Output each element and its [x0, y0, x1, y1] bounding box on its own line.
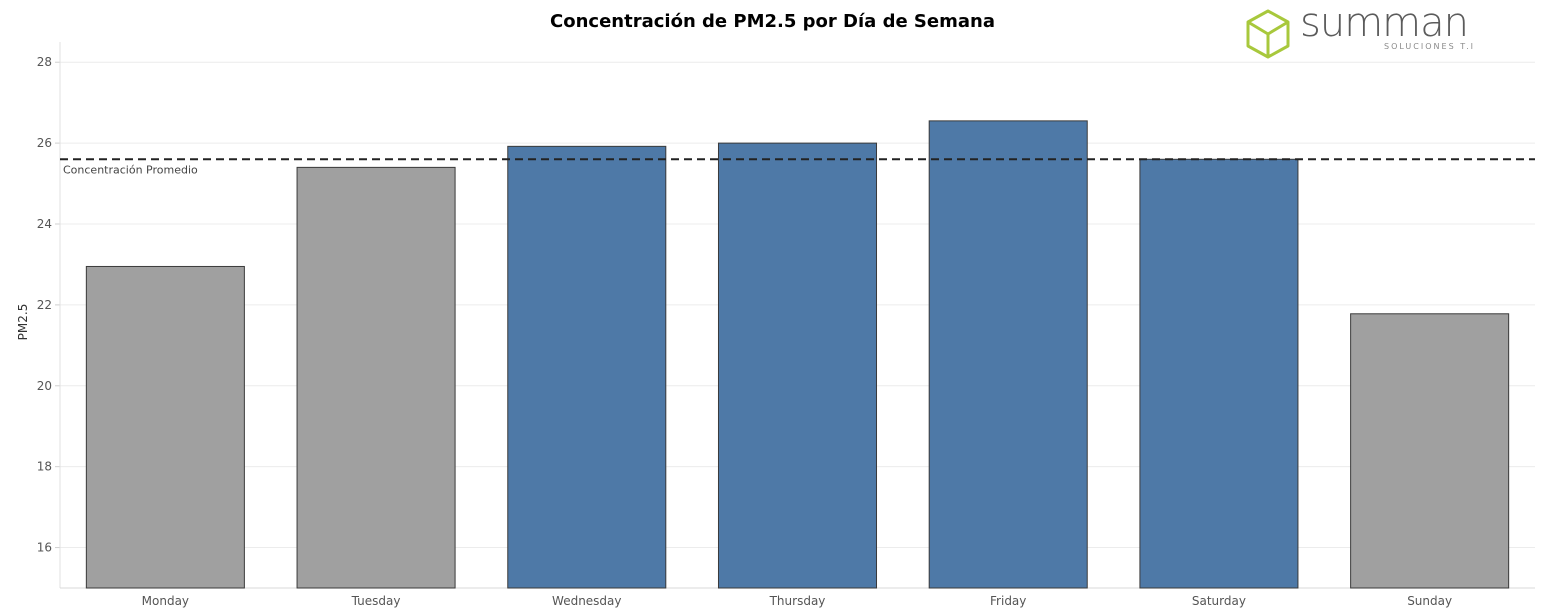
x-tick-label: Monday: [142, 594, 189, 608]
cube-logo-icon: [1246, 9, 1290, 59]
x-tick-label: Thursday: [769, 594, 826, 608]
bar-wednesday: [507, 145, 667, 589]
x-tick-label: Saturday: [1192, 594, 1246, 608]
y-tick-label: 18: [37, 460, 52, 474]
y-tick-label: 16: [37, 541, 52, 555]
logo-tagline: SOLUCIONES T.I: [1384, 42, 1476, 51]
y-tick-label: 20: [37, 379, 52, 393]
reference-line-label: Concentración Promedio: [63, 163, 198, 176]
bar-sunday: [1350, 313, 1510, 589]
y-tick-label: 28: [37, 55, 52, 69]
y-axis-label: PM2.5: [16, 303, 30, 341]
x-tick-label: Wednesday: [552, 594, 621, 608]
y-tick-label: 22: [37, 298, 52, 312]
y-tick-label: 26: [37, 136, 52, 150]
logo-brand: summan: [1300, 0, 1469, 46]
chart-title: Concentración de PM2.5 por Día de Semana: [550, 11, 995, 32]
bar-thursday: [717, 142, 878, 589]
bar-friday: [928, 120, 1088, 589]
x-tick-label: Tuesday: [351, 594, 401, 608]
bar-monday: [85, 265, 245, 589]
bar-tuesday: [296, 166, 456, 589]
x-tick-label: Sunday: [1407, 594, 1452, 608]
x-tick-label: Friday: [990, 594, 1026, 608]
y-tick-label: 24: [37, 217, 52, 231]
bar-saturday: [1139, 158, 1299, 589]
summan-logo: summan SOLUCIONES T.I: [1242, 0, 1482, 62]
